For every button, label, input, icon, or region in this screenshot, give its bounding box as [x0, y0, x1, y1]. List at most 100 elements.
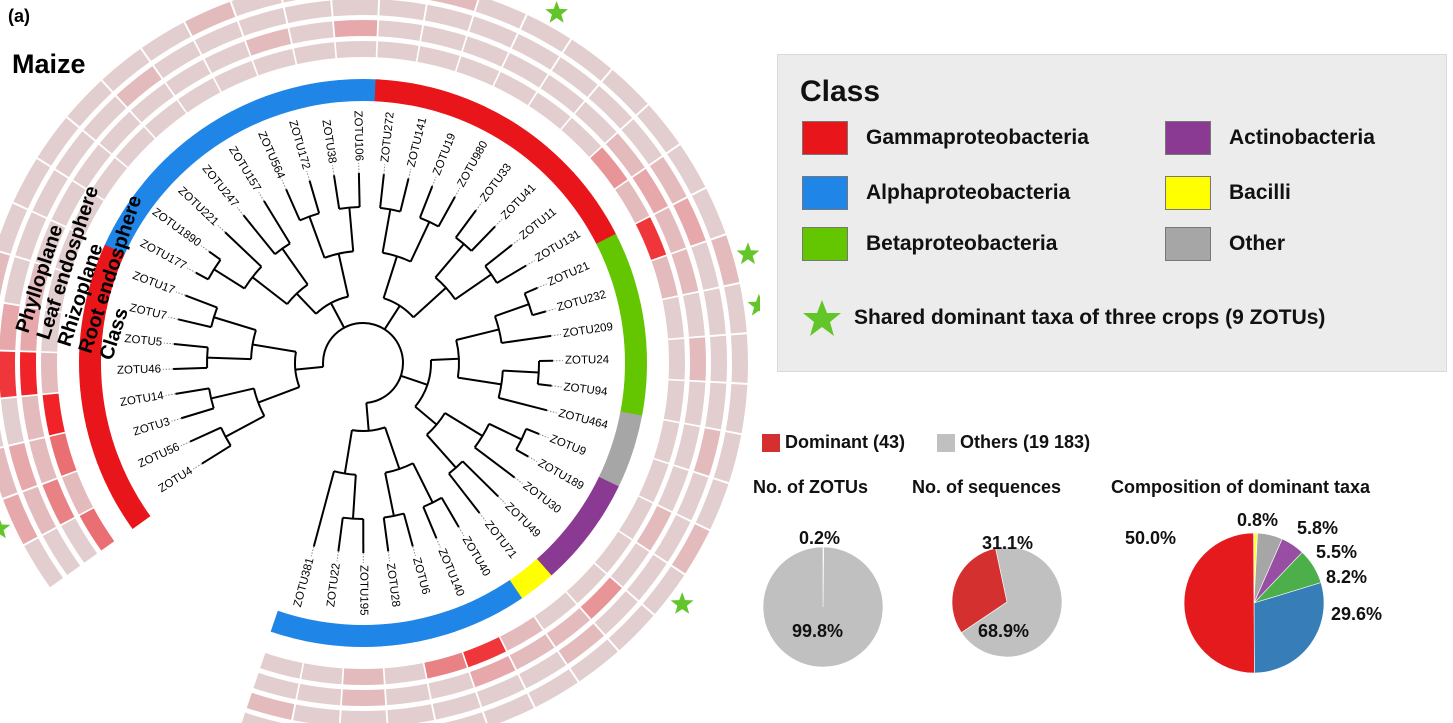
class-cell-zotu980 — [474, 105, 518, 144]
pie-legend-others: Others (19 183) — [937, 432, 1090, 453]
branch-stem — [457, 376, 502, 386]
pie-slice-others — [762, 546, 884, 668]
heatmap-cell-phylloplane-zotu56 — [3, 494, 38, 545]
leaf-label: ZOTU980 — [456, 139, 491, 189]
leaf-label: ZOTU7 — [128, 302, 167, 322]
branch-stem — [400, 374, 428, 386]
branch-zotu221 — [224, 231, 263, 268]
leaf-label: ZOTU22 — [325, 563, 343, 608]
leaf-connector — [539, 433, 549, 439]
heatmap-cell-rhizoplane-zotu272 — [378, 20, 423, 41]
leaf-connector — [281, 179, 287, 190]
heatmap-cell-leaf-endosphere-zotu1890 — [55, 131, 95, 178]
branch-stem — [494, 303, 530, 318]
leaf-label: ZOTU464 — [557, 408, 609, 432]
legend-swatch — [1165, 227, 1211, 261]
pct-zotus-dominant: 0.2% — [799, 528, 841, 548]
leaf-connector — [331, 165, 335, 176]
heatmap-cell-phylloplane-zotu131 — [667, 145, 706, 195]
root-arc — [322, 322, 404, 404]
class-cell-zotu38 — [301, 80, 342, 108]
branch-zotu22 — [337, 517, 344, 552]
heatmap-cell-leaf-endosphere-zotu14 — [0, 397, 24, 445]
branch-stem — [444, 412, 484, 437]
heatmap-cell-root-endosphere-zotu14 — [42, 393, 65, 436]
heatmap-cell-rhizoplane-zotu38 — [289, 21, 334, 44]
leaf-label: ZOTU272 — [379, 111, 396, 163]
heatmap-cell-root-endosphere-zotu564 — [214, 60, 258, 92]
pie-legend-swatch — [937, 433, 955, 452]
class-cell-zotu1890 — [122, 180, 163, 224]
star-icon — [803, 300, 841, 336]
branch-zotu209 — [501, 334, 552, 344]
branch-zotu141 — [399, 178, 410, 212]
leaf-connector — [458, 526, 465, 536]
class-cell-zotu221 — [144, 153, 186, 196]
branch-stem — [384, 426, 401, 470]
class-cell-zotu22 — [306, 619, 347, 647]
heatmap-cell-leaf-endosphere-zotu564 — [194, 21, 243, 55]
heatmap-cell-leaf-endosphere-zotu247 — [116, 66, 162, 107]
class-cell-zotu94 — [620, 377, 647, 417]
heatmap-cell-leaf-endosphere-zotu232 — [691, 242, 719, 290]
star-icon-zotu56 — [0, 519, 11, 539]
leaf-label: ZOTU5 — [124, 333, 163, 349]
heatmap-cell-root-endosphere-zotu195 — [343, 668, 384, 685]
heatmap-cell-rhizoplane-zotu172 — [245, 28, 292, 56]
branch-stem — [213, 316, 257, 332]
heatmap-cell-root-endosphere-zotu272 — [377, 41, 419, 62]
pct-comp-gamma: 50.0% — [1125, 528, 1177, 548]
leaf-label: ZOTU19 — [431, 132, 458, 177]
legend-item-other: Other — [1165, 227, 1285, 261]
leaf-connector — [537, 283, 547, 289]
branch-stem — [257, 386, 300, 404]
leaf-connector — [475, 201, 483, 211]
branch-stem — [308, 216, 326, 259]
legend-label: Actinobacteria — [1229, 126, 1375, 149]
branch-stem — [365, 402, 370, 431]
branch-stem — [425, 434, 457, 469]
heatmap-cell-rhizoplane-zotu4 — [61, 518, 98, 563]
heatmap-cell-rhizoplane-zotu40 — [509, 634, 555, 670]
class-cell-zotu564 — [231, 95, 274, 131]
class-cell-zotu140 — [447, 597, 490, 632]
heatmap-cell-phylloplane-zotu564 — [185, 1, 236, 36]
branch-zotu106 — [357, 173, 361, 208]
leaf-connector — [431, 176, 437, 187]
branch-zotu49 — [461, 460, 499, 498]
heatmap-cell-leaf-endosphere-zotu141 — [424, 4, 473, 32]
branch-zotu6 — [402, 513, 414, 547]
heatmap-cell-phylloplane-zotu7 — [0, 252, 10, 297]
branch-arc — [448, 460, 464, 475]
heatmap-cell-root-endosphere-zotu221 — [115, 127, 155, 167]
heatmap-cell-phylloplane-zotu41 — [602, 69, 648, 115]
legend-label: Bacilli — [1229, 181, 1291, 204]
heatmap-cell-phylloplane-zotu17 — [0, 203, 28, 254]
class-cell-zotu209 — [619, 304, 647, 344]
leaf-label: ZOTU11 — [518, 206, 559, 242]
branch-stem — [337, 253, 350, 297]
legend-label: Shared dominant taxa of three crops (9 Z… — [854, 306, 1326, 329]
class-cell-zotu28 — [379, 619, 420, 647]
class-legend: Class Gammaproteobacteria Alphaproteobac… — [777, 54, 1447, 372]
class-cell-zotu6 — [413, 610, 456, 642]
leaf-label: ZOTU33 — [478, 162, 514, 205]
branch-arc — [333, 470, 356, 476]
branch-arc — [207, 259, 222, 280]
heatmap-cell-rhizoplane-zotu19 — [462, 36, 509, 67]
heatmap-cell-rhizoplane-zotu33 — [540, 74, 585, 113]
branch-zotu272 — [379, 174, 385, 209]
heatmap-cell-root-endosphere-zotu131 — [615, 180, 650, 223]
heatmap-cell-rhizoplane-zotu7 — [24, 263, 51, 309]
heatmap-cell-rhizoplane-zotu106 — [333, 20, 378, 38]
heatmap-cell-rhizoplane-zotu189 — [636, 505, 672, 551]
branch-arc — [455, 236, 473, 252]
legend-label: Other — [1229, 232, 1286, 255]
heatmap-cell-rhizoplane-zotu1890 — [73, 144, 111, 189]
leaf-label: ZOTU49 — [503, 501, 543, 541]
branch-arc — [299, 212, 320, 222]
star-icon-zotu980 — [545, 1, 568, 23]
heatmap-cell-leaf-endosphere-zotu71 — [558, 623, 604, 665]
heatmap-cell-leaf-endosphere-zotu41 — [588, 85, 633, 129]
branch-stem — [330, 302, 346, 329]
